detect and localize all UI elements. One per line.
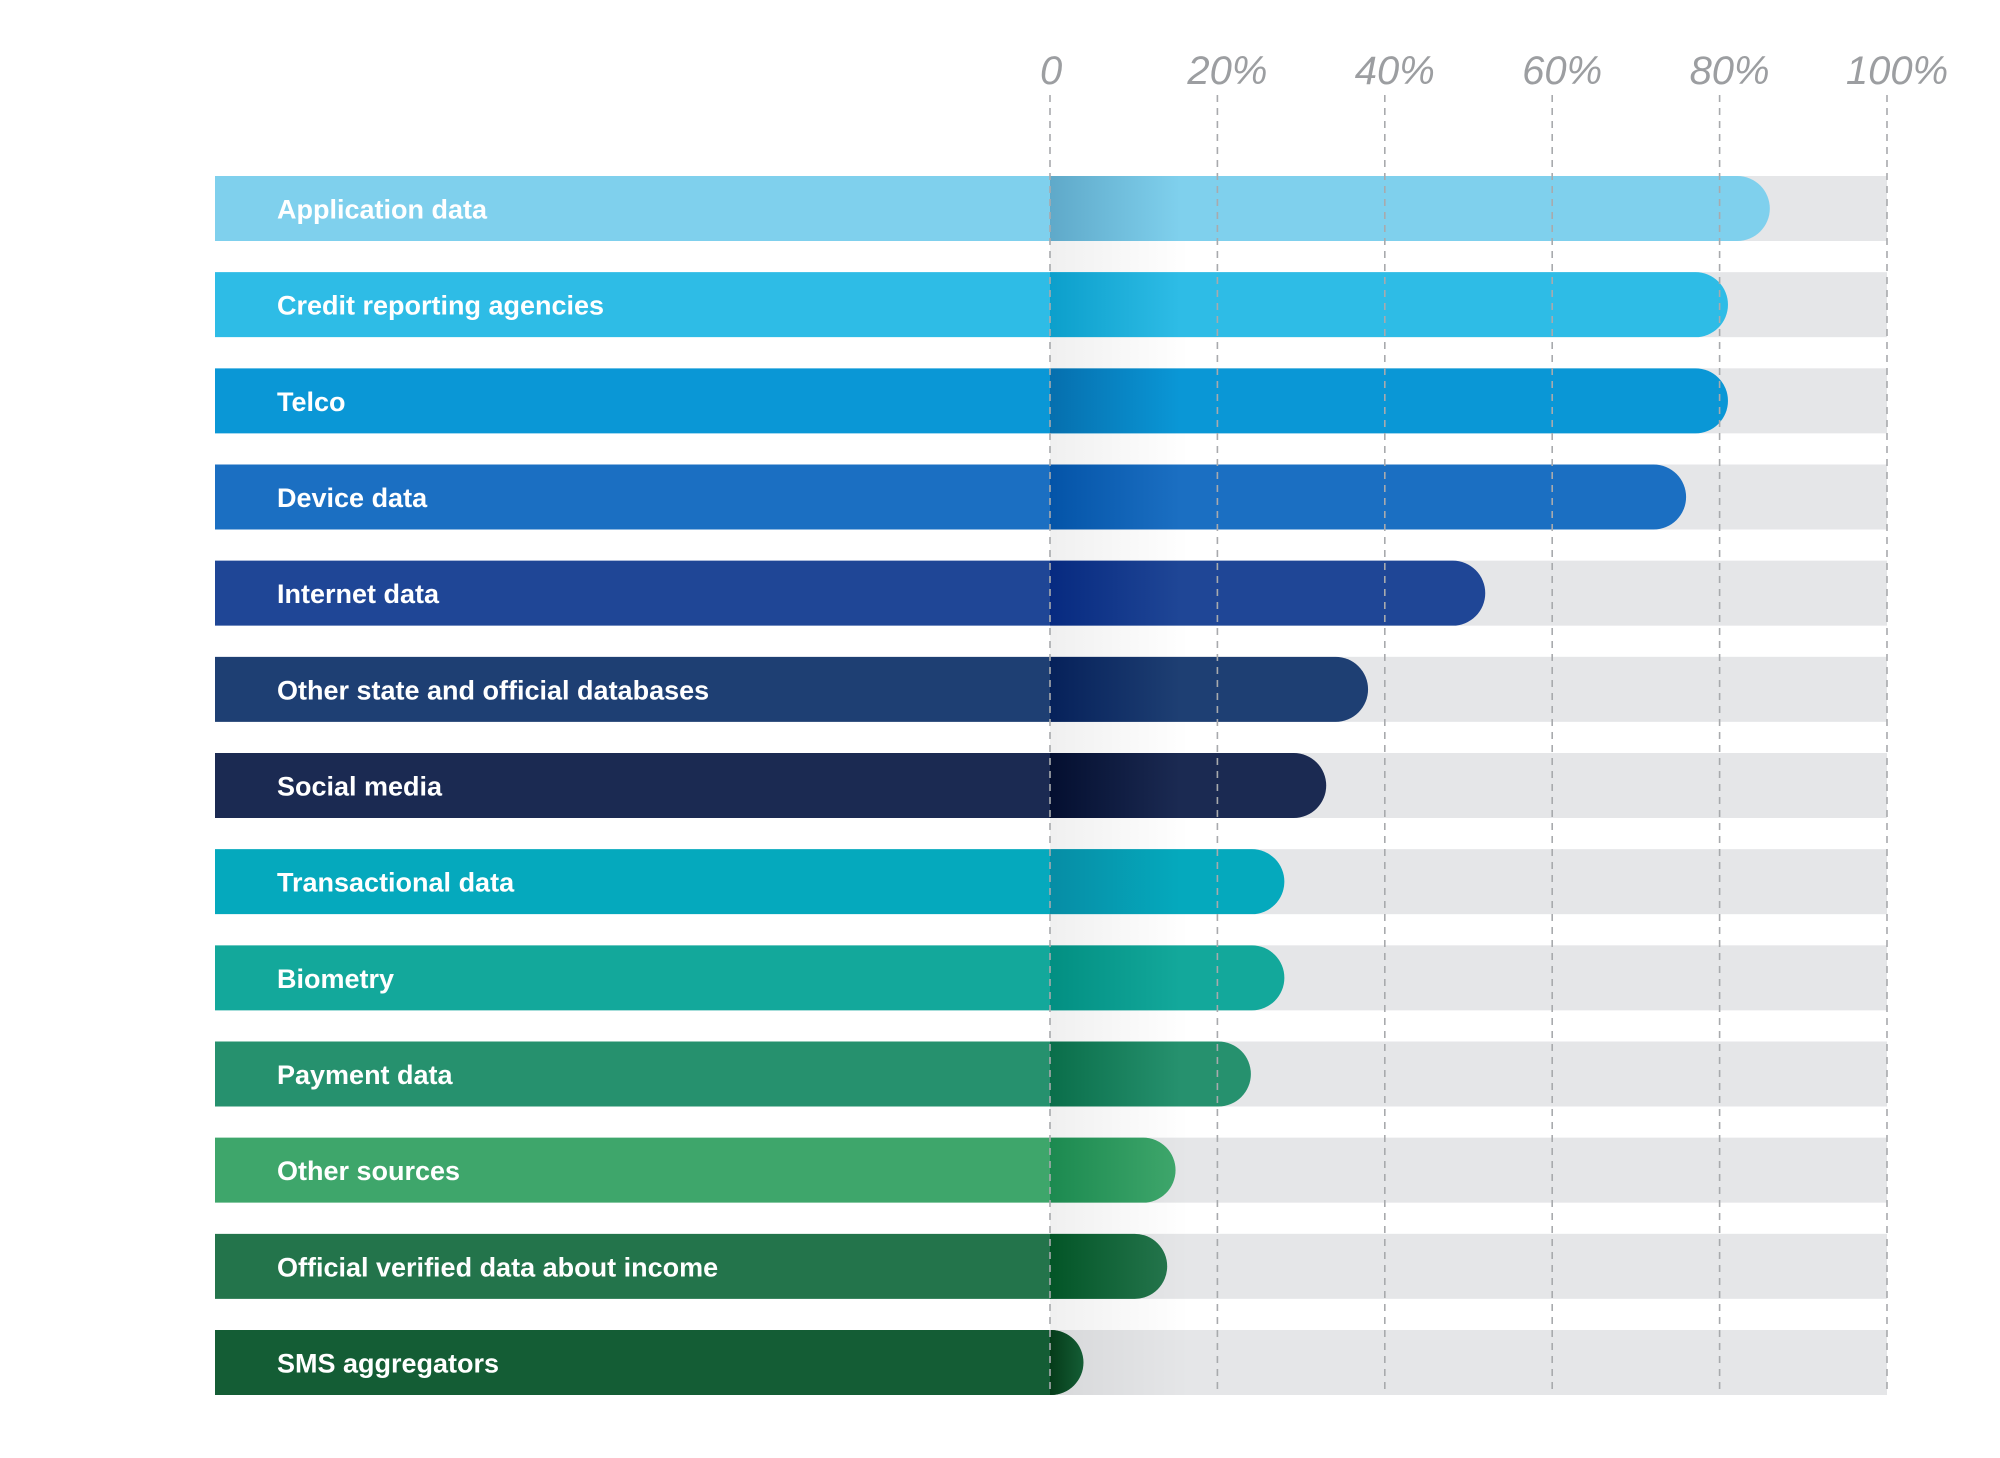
bar-label: Official verified data about income: [277, 1252, 718, 1282]
bar-shade: [1050, 945, 1180, 1011]
bar: [215, 1330, 1084, 1395]
bar-shade: [1050, 1137, 1176, 1203]
tick-layer: 0 20% 40% 60% 80% 100%: [1040, 49, 1948, 93]
bar-shade: [1050, 1233, 1168, 1299]
bar-label: Other state and official databases: [277, 675, 709, 705]
bar-shade: [1050, 656, 1180, 722]
bar-label: SMS aggregators: [277, 1349, 499, 1379]
bar-shade: [1050, 753, 1180, 818]
bar: [215, 272, 1728, 338]
bar-label: Telco: [277, 387, 346, 417]
tick-label: 80%: [1690, 49, 1770, 93]
shade-layer: [1050, 176, 1180, 1395]
bar-shade: [1050, 1041, 1180, 1107]
bar-label: Other sources: [277, 1156, 460, 1186]
bar-label: Transactional data: [277, 868, 515, 898]
bar-label: Credit reporting agencies: [277, 291, 604, 321]
bar-shade: [1050, 849, 1180, 915]
tick-label: 20%: [1186, 49, 1267, 93]
bar-shade: [1050, 368, 1180, 434]
bar: [215, 945, 1285, 1011]
bar-shade: [1050, 560, 1180, 626]
tick-label: 60%: [1522, 49, 1602, 93]
bar-label: Social media: [277, 772, 443, 802]
bar-label: Device data: [277, 483, 428, 513]
bar: [215, 753, 1327, 818]
bar: [215, 1041, 1251, 1107]
bar: [215, 368, 1728, 434]
grid-layer: [1049, 95, 1888, 1395]
bar: [215, 176, 1770, 241]
bar: [215, 1233, 1168, 1299]
bar-label: Biometry: [277, 964, 394, 994]
tick-label: 0: [1040, 49, 1062, 93]
tick-label: 100%: [1846, 49, 1948, 93]
bar: [215, 849, 1285, 915]
bar: [215, 464, 1687, 530]
bar-label: Internet data: [277, 579, 440, 609]
bar-shade: [1050, 272, 1180, 338]
label-layer: Application data Credit reporting agencie…: [277, 195, 718, 1379]
bar-shade: [1050, 176, 1180, 241]
bar-label: Payment data: [277, 1060, 454, 1090]
tick-label: 40%: [1355, 49, 1435, 93]
bar: [215, 1137, 1176, 1203]
bar-shade: [1050, 464, 1180, 530]
bar-label: Application data: [277, 195, 488, 225]
